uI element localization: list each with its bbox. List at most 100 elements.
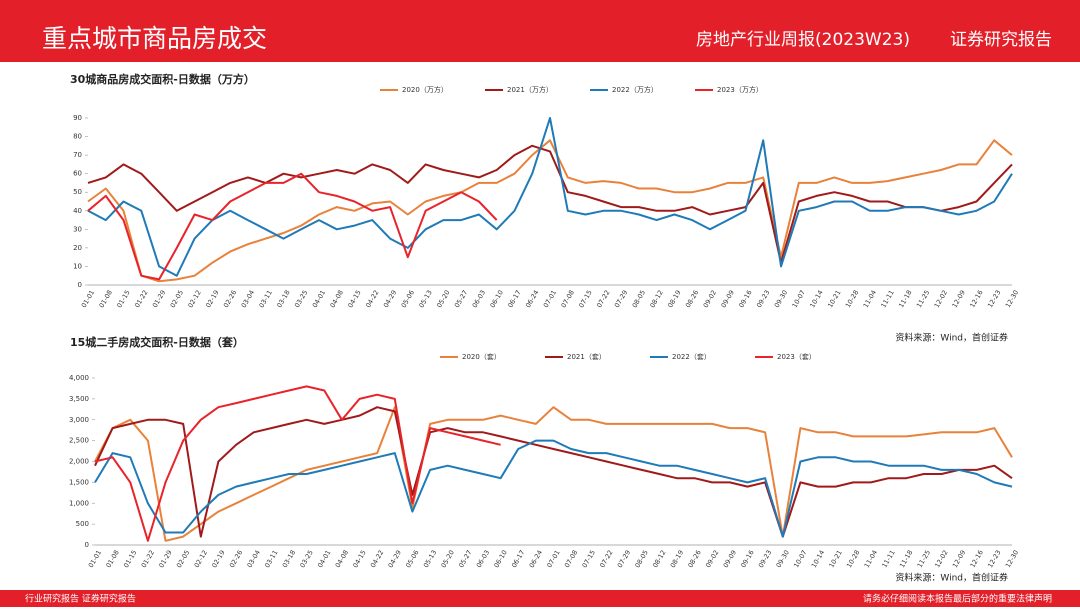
x-tick-label: 12-23	[986, 549, 1002, 569]
x-tick-label: 04-22	[369, 549, 385, 569]
x-tick-label: 03-11	[263, 549, 279, 569]
y-tick-label: 3,000	[69, 416, 89, 424]
legend-label: 2020（万方）	[402, 85, 448, 94]
x-tick-label: 06-24	[528, 549, 544, 569]
x-tick-label: 10-28	[844, 289, 860, 309]
x-tick-label: 08-19	[669, 549, 685, 569]
x-tick-label: 07-08	[563, 549, 579, 569]
x-tick-label: 06-24	[524, 289, 540, 309]
x-tick-label: 03-04	[240, 289, 256, 309]
y-tick-label: 60	[73, 170, 82, 178]
x-tick-label: 06-10	[489, 289, 505, 309]
x-tick-label: 02-26	[228, 549, 244, 569]
footer-left: 行业研究报告 证券研究报告	[25, 593, 136, 605]
x-tick-label: 02-19	[210, 549, 226, 569]
x-tick-label: 03-25	[293, 289, 309, 309]
x-tick-label: 03-04	[246, 549, 262, 569]
x-tick-label: 04-29	[382, 289, 398, 309]
x-tick-label: 03-18	[281, 549, 297, 569]
x-tick-label: 03-18	[275, 289, 291, 309]
y-tick-label: 20	[73, 244, 82, 252]
x-tick-label: 02-12	[193, 549, 209, 569]
source-note: 资料来源：Wind，首创证券	[895, 572, 1008, 584]
x-tick-label: 02-05	[169, 289, 185, 309]
x-tick-label: 01-29	[157, 549, 173, 569]
x-tick-label: 08-26	[684, 289, 700, 309]
x-tick-label: 09-02	[704, 549, 720, 569]
x-tick-label: 09-16	[737, 289, 753, 309]
legend-label: 2022（套）	[672, 352, 711, 361]
legend-label: 2022（万方）	[612, 85, 658, 94]
x-tick-label: 05-06	[400, 289, 416, 309]
x-tick-label: 09-30	[773, 289, 789, 309]
series-line	[87, 144, 1013, 264]
header-report: 房地产行业周报(2023W23)	[696, 30, 910, 50]
x-tick-label: 06-17	[506, 289, 522, 309]
x-tick-label: 03-25	[298, 549, 314, 569]
x-tick-label: 01-22	[133, 289, 149, 309]
x-tick-label: 07-29	[613, 289, 629, 309]
x-tick-label: 01-15	[115, 289, 131, 309]
x-tick-label: 09-23	[755, 289, 771, 309]
x-tick-label: 08-26	[686, 549, 702, 569]
x-tick-label: 05-13	[422, 549, 438, 569]
x-tick-label: 06-03	[475, 549, 491, 569]
legend-label: 2023（套）	[777, 352, 816, 361]
footer-bar	[0, 590, 1080, 607]
x-tick-label: 05-20	[440, 549, 456, 569]
x-tick-label: 01-01	[87, 549, 103, 569]
series-line	[87, 117, 1013, 277]
x-tick-label: 12-16	[968, 289, 984, 309]
y-tick-label: 0	[85, 541, 89, 549]
legend-label: 2023（万方）	[717, 85, 763, 94]
x-tick-label: 04-15	[346, 289, 362, 309]
x-tick-label: 12-02	[933, 549, 949, 569]
x-tick-label: 08-12	[648, 289, 664, 309]
x-tick-label: 04-08	[334, 549, 350, 569]
y-tick-label: 2,000	[69, 458, 89, 466]
x-tick-label: 11-18	[898, 549, 914, 569]
chart-title: 30城商品房成交面积-日数据（万方）	[70, 72, 255, 86]
x-tick-label: 07-22	[595, 289, 611, 309]
x-tick-label: 11-04	[863, 549, 879, 569]
x-tick-label: 11-11	[879, 289, 895, 309]
series-line	[94, 385, 501, 542]
y-tick-label: 50	[73, 188, 82, 196]
header-kind: 证券研究报告	[950, 30, 1052, 50]
x-tick-label: 01-15	[122, 549, 138, 569]
x-tick-label: 08-05	[631, 289, 647, 309]
x-tick-label: 10-21	[827, 549, 843, 569]
x-tick-label: 07-08	[560, 289, 576, 309]
x-tick-label: 07-15	[577, 289, 593, 309]
header-title: 重点城市商品房成交	[42, 24, 267, 53]
x-tick-label: 07-22	[598, 549, 614, 569]
footer-right: 请务必仔细阅读本报告最后部分的重要法律声明	[863, 593, 1052, 605]
x-tick-label: 02-05	[175, 549, 191, 569]
x-tick-label: 11-18	[897, 289, 913, 309]
x-tick-label: 10-07	[791, 289, 807, 309]
x-tick-label: 08-12	[651, 549, 667, 569]
x-tick-label: 09-02	[702, 289, 718, 309]
y-tick-label: 2,500	[69, 437, 89, 445]
x-tick-label: 12-30	[1004, 549, 1020, 569]
x-tick-label: 10-14	[808, 289, 824, 309]
x-tick-label: 04-29	[387, 549, 403, 569]
x-tick-label: 07-01	[545, 549, 561, 569]
x-tick-label: 05-20	[435, 289, 451, 309]
x-tick-label: 05-27	[453, 289, 469, 309]
x-tick-label: 11-25	[915, 289, 931, 309]
x-tick-label: 01-08	[98, 289, 114, 309]
x-tick-label: 10-07	[792, 549, 808, 569]
x-tick-label: 02-19	[204, 289, 220, 309]
x-tick-label: 10-21	[826, 289, 842, 309]
x-tick-label: 09-16	[739, 549, 755, 569]
source-note: 资料来源：Wind，首创证券	[895, 332, 1008, 344]
x-tick-label: 04-08	[329, 289, 345, 309]
x-tick-label: 02-12	[186, 289, 202, 309]
y-tick-label: 500	[76, 520, 89, 528]
series-line	[94, 406, 1013, 538]
x-tick-label: 11-11	[880, 549, 896, 569]
x-tick-label: 09-30	[775, 549, 791, 569]
x-tick-label: 09-23	[757, 549, 773, 569]
